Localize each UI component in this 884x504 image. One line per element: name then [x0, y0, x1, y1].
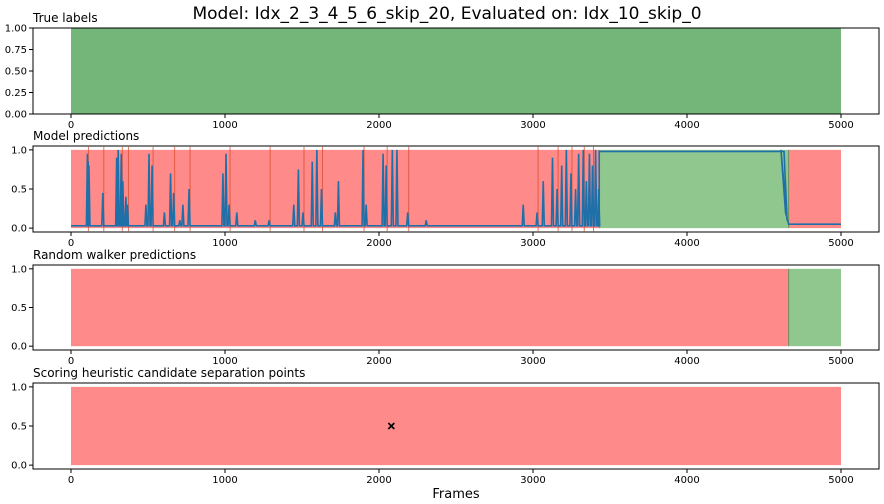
candidate-point-marker	[387, 422, 395, 430]
y-tick-label: 0.5	[11, 185, 27, 196]
x-tick-label: 4000	[674, 120, 699, 131]
region-negative	[71, 268, 789, 347]
y-tick-label: 0.0	[11, 461, 27, 472]
region-negative	[71, 386, 841, 466]
x-tick-label: 2000	[366, 475, 391, 486]
x-tick-label: 1000	[212, 475, 237, 486]
x-tick-label: 2000	[366, 120, 391, 131]
y-tick-label: 0.50	[5, 67, 27, 78]
x-tick-label: 1000	[212, 120, 237, 131]
x-tick-label: 3000	[520, 475, 545, 486]
y-tick-label: 0.5	[11, 422, 27, 433]
x-tick-label: 4000	[674, 238, 699, 249]
x-tick-label: 5000	[828, 238, 853, 249]
x-tick-label: 3000	[520, 238, 545, 249]
x-tick-label: 2000	[366, 356, 391, 367]
x-tick-label: 5000	[828, 475, 853, 486]
y-tick-label: 0.75	[5, 45, 27, 56]
x-tick-label: 3000	[520, 120, 545, 131]
panel-2: Model predictions 0 1000 2000 3000 4000 5000 0.…	[11, 129, 880, 249]
y-tick-label: 0.0	[11, 342, 27, 353]
y-tick-label: 1.00	[5, 24, 27, 35]
panel-title: Model predictions	[33, 129, 139, 143]
x-tick-label: 2000	[366, 238, 391, 249]
panel-3: Random walker predictions 0 1000 2000 3000 40…	[11, 248, 880, 367]
region-positive	[788, 268, 841, 347]
x-tick-label: 4000	[674, 475, 699, 486]
x-tick-label: 0	[68, 238, 74, 249]
region-positive	[599, 149, 789, 229]
y-tick-label: 1.0	[11, 382, 27, 393]
x-tick-label: 0	[68, 356, 74, 367]
x-tick-label: 0	[68, 120, 74, 131]
x-tick-label: 5000	[828, 120, 853, 131]
prediction-series-line	[71, 149, 841, 227]
x-tick-label: 0	[68, 475, 74, 486]
x-axis-label: Frames	[432, 487, 480, 502]
x-tick-label: 5000	[828, 356, 853, 367]
panel-1: True labels 0 1000 2000 3000 4000 5000 0.00 0.25…	[5, 11, 880, 131]
y-tick-label: 0.5	[11, 303, 27, 314]
panel-title: Scoring heuristic candidate separation p…	[33, 366, 305, 380]
x-tick-label: 3000	[520, 356, 545, 367]
region-positive	[71, 28, 841, 114]
y-tick-label: 0.25	[5, 88, 27, 99]
y-tick-label: 0.0	[11, 224, 27, 235]
panel-title: True labels	[32, 11, 98, 25]
x-tick-label: 4000	[674, 356, 699, 367]
region-negative	[788, 149, 841, 229]
x-tick-label: 1000	[212, 356, 237, 367]
panel-title: Random walker predictions	[33, 248, 196, 262]
figure-title: Model: Idx_2_3_4_5_6_skip_20, Evaluated …	[192, 4, 701, 24]
panel-4: Scoring heuristic candidate separation p…	[11, 366, 880, 486]
y-tick-label: 1.0	[11, 264, 27, 275]
y-tick-label: 1.0	[11, 145, 27, 156]
x-tick-label: 1000	[212, 238, 237, 249]
y-tick-label: 0.00	[5, 110, 27, 121]
